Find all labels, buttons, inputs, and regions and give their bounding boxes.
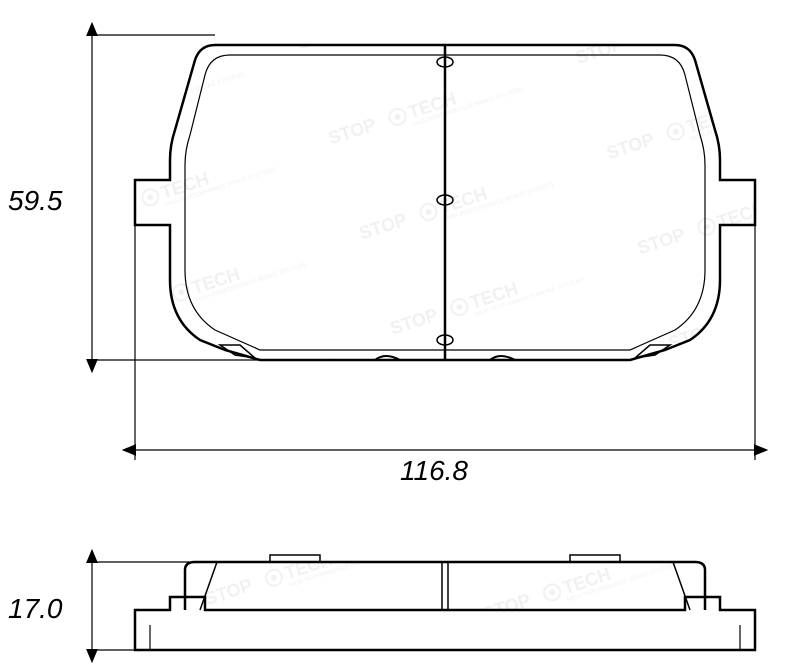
brake-pad-side bbox=[130, 555, 765, 652]
thickness-label: 17.0 bbox=[8, 593, 63, 624]
brake-pad-drawing: STOP TECH HIGH PERFORMANCE BRAKE SYSTEMS bbox=[0, 0, 800, 671]
width-label: 116.8 bbox=[400, 455, 468, 486]
height-label: 59.5 bbox=[8, 185, 63, 216]
